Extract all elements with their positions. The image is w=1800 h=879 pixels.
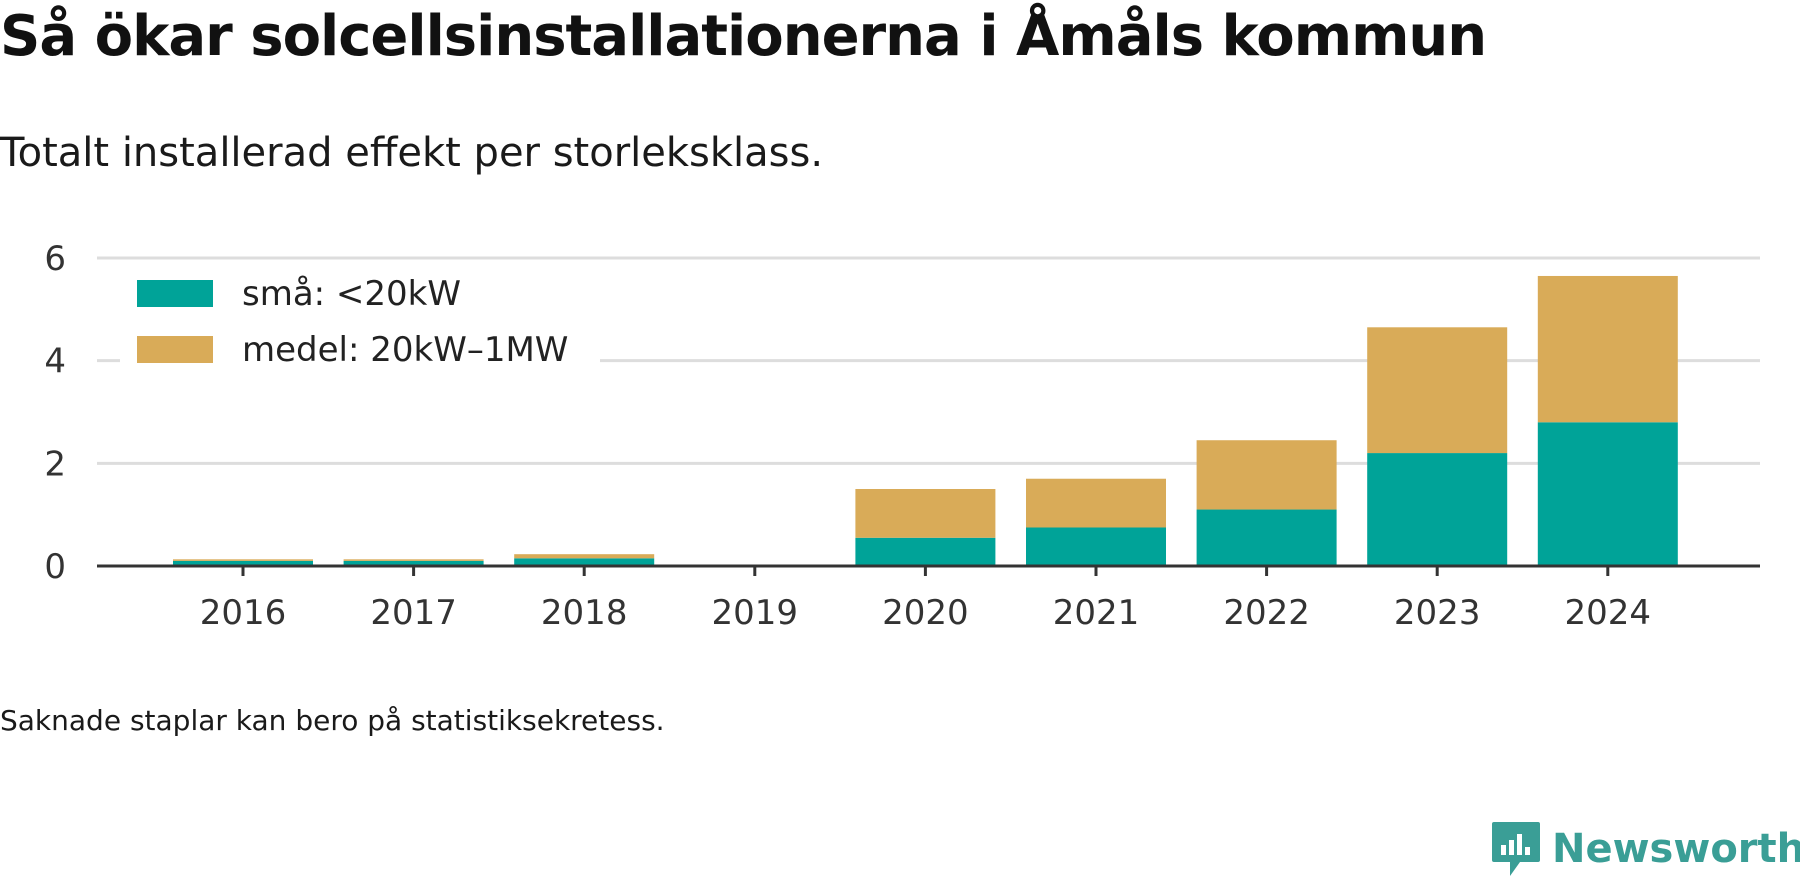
axes: 0 2 4 6 2016 2017 2018 2019 2020 2021 2022 2023 2024 xyxy=(44,239,1760,633)
bars xyxy=(173,275,1678,566)
legend-label: små: <20kW xyxy=(242,274,461,314)
bar-medium-2020 xyxy=(855,489,996,538)
bar-small-2021 xyxy=(1026,527,1166,566)
bar-small-2016 xyxy=(173,560,313,566)
legend: små: <20kW medel: 20kW–1MW xyxy=(120,262,600,382)
x-tick-label: 2022 xyxy=(1223,593,1310,633)
bar-medium-2024 xyxy=(1537,275,1678,423)
y-tick-label: 0 xyxy=(44,547,66,587)
bar-small-2018 xyxy=(514,558,655,566)
stacked-bar-chart: 0 2 4 6 2016 2017 2018 2019 2020 2021 2022 2023 2024… xyxy=(44,239,1760,633)
newsworthy-logo-icon xyxy=(1492,822,1540,876)
x-tick-label: 2016 xyxy=(200,593,287,633)
legend-label: medel: 20kW–1MW xyxy=(242,330,568,370)
y-tick-label: 2 xyxy=(44,444,66,484)
legend-swatch xyxy=(137,336,213,363)
footnote: Saknade staplar kan bero på statistiksek… xyxy=(0,704,665,737)
y-tick-label: 6 xyxy=(44,239,66,279)
bar-medium-2022 xyxy=(1196,440,1337,510)
bar-small-2020 xyxy=(855,537,996,566)
x-tick-label: 2024 xyxy=(1565,593,1652,633)
chart-subtitle: Totalt installerad effekt per storlekskl… xyxy=(0,130,824,176)
x-tick-label: 2020 xyxy=(882,593,969,633)
bar-medium-2018 xyxy=(514,554,655,559)
bar-small-2022 xyxy=(1196,509,1337,566)
x-tick-label: 2021 xyxy=(1053,593,1140,633)
bar-small-2017 xyxy=(343,560,484,566)
bar-medium-2017 xyxy=(343,559,484,561)
bar-small-2024 xyxy=(1537,422,1678,566)
legend-swatch xyxy=(137,280,213,307)
newsworthy-logo: Newsworthy xyxy=(1490,820,1800,878)
bar-medium-2021 xyxy=(1026,478,1166,528)
x-tick-label: 2019 xyxy=(712,593,799,633)
x-tick-label: 2023 xyxy=(1394,593,1481,633)
bar-medium-2016 xyxy=(173,559,313,561)
newsworthy-logo-text: Newsworthy xyxy=(1552,826,1800,872)
chart-title: Så ökar solcellsinstallationerna i Åmåls… xyxy=(0,4,1487,69)
bar-small-2023 xyxy=(1367,453,1508,566)
x-tick-label: 2018 xyxy=(541,593,628,633)
bar-medium-2023 xyxy=(1367,327,1508,454)
y-tick-label: 4 xyxy=(44,342,66,382)
x-tick-label: 2017 xyxy=(370,593,457,633)
